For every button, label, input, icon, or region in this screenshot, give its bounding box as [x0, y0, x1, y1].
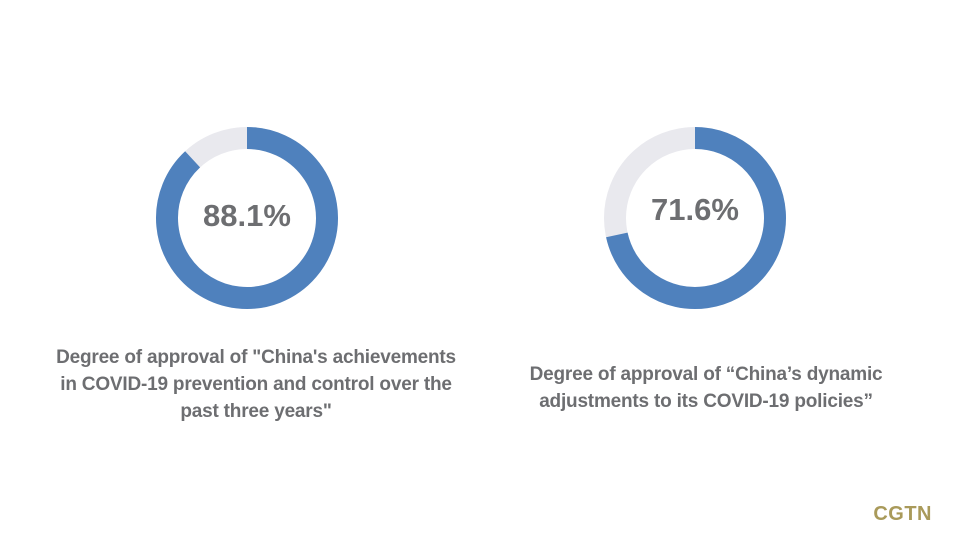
value-label: 71.6%: [651, 192, 739, 227]
caption: Degree of approval of "China's achieveme…: [56, 347, 456, 422]
value-label: 88.1%: [203, 198, 291, 233]
donut-arc: [156, 127, 338, 309]
donut-arc: [606, 127, 786, 309]
brand-logo: CGTN: [873, 503, 932, 525]
caption: Degree of approval of “China’s dynamic a…: [529, 364, 883, 412]
